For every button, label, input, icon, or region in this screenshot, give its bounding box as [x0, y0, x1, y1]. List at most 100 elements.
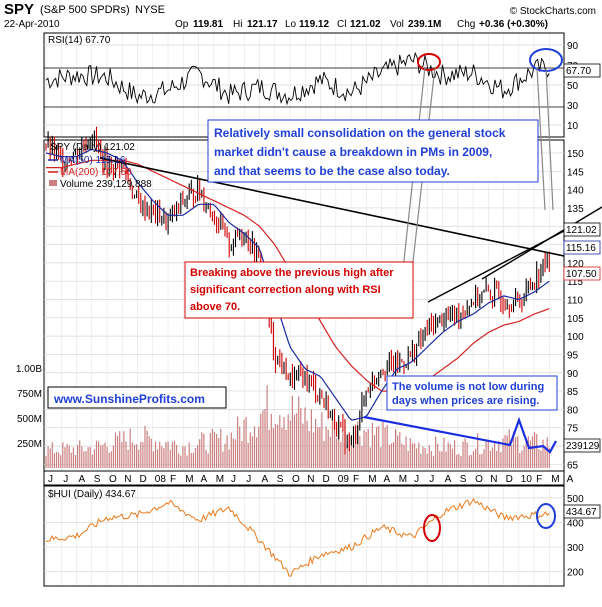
month-label: J: [231, 474, 236, 485]
price-axis-tick: 135: [567, 204, 584, 215]
month-label: F: [353, 474, 359, 485]
hi-label: Hi: [233, 19, 242, 30]
hui-line: [45, 497, 550, 577]
consolidation-line-1: Relatively small consolidation on the ge…: [214, 126, 506, 140]
hui-axis-tick: 500: [567, 494, 584, 505]
website-box: www.SunshineProfits.com: [47, 386, 227, 409]
consolidation-line-3: and that seems to be the case also today…: [214, 164, 450, 178]
month-label: O: [109, 474, 117, 485]
consolidation-line-2: market didn't cause a breakdown in PMs i…: [214, 145, 492, 159]
breakout-line-1: Breaking above the previous high after: [190, 267, 394, 279]
ma200-marker-box: [563, 266, 601, 281]
volume-legend: Volume 239,129,888: [60, 179, 152, 190]
hui-highlight-blue-circle: [536, 503, 556, 529]
rsi-axis-tick: 90: [567, 41, 579, 52]
month-label: M: [399, 474, 407, 485]
hui-panel: $HUI (Daily) 434.67 500 400 300 200 434.67: [43, 485, 601, 587]
month-label: N: [307, 474, 314, 485]
symbol-label: SPY: [4, 1, 34, 18]
month-label: J: [414, 474, 419, 485]
price-axis-tick: 75: [567, 424, 579, 435]
price-axis-tick: 65: [567, 460, 579, 471]
vol-label: Vol: [390, 19, 404, 30]
hi-value: 121.17: [247, 19, 278, 30]
month-label: M: [368, 474, 376, 485]
volume-marker-value: 239129: [566, 441, 600, 452]
month-label: 10: [521, 474, 533, 485]
rsi-marker-box: [563, 63, 601, 78]
hui-marker-value: 434.67: [566, 507, 597, 518]
month-label: O: [475, 474, 483, 485]
price-panel: SPY (Daily) 121.02 MA(50) 115.16 MA(200)…: [16, 66, 602, 472]
ma200-marker-value: 107.50: [566, 269, 597, 280]
month-label: A: [567, 474, 574, 485]
price-axis-tick: 85: [567, 387, 579, 398]
month-label: S: [277, 474, 284, 485]
volume-legend-swatch: [49, 180, 57, 186]
month-label: A: [384, 474, 391, 485]
ma50-legend: MA(50) 115.16: [60, 155, 126, 166]
lo-value: 119.12: [299, 19, 329, 30]
price-title: SPY (Daily) 121.02: [50, 142, 135, 153]
month-axis: J J A S O N D 08 F M A M J J A S O N D 09 F M A M J J A S O N D 10 F M A: [43, 470, 574, 486]
chg-label: Chg: [457, 19, 475, 30]
price-axis-tick: 115: [567, 277, 583, 288]
rsi-title: RSI(14) 67.70: [48, 35, 111, 46]
price-axis-tick: 105: [567, 314, 584, 325]
price-axis-tick: 90: [567, 369, 579, 380]
month-label: N: [124, 474, 131, 485]
breakout-annotation: Breaking above the previous high after s…: [184, 261, 414, 319]
month-label: D: [323, 474, 330, 485]
month-label: N: [490, 474, 497, 485]
month-label: J: [63, 474, 68, 485]
ma50-marker-box: [563, 240, 601, 255]
month-label: 08: [155, 474, 167, 485]
op-label: Op: [175, 19, 189, 30]
month-label: J: [429, 474, 434, 485]
price-axis-tick: 100: [567, 332, 584, 343]
rsi-line: [45, 51, 550, 106]
month-label: D: [506, 474, 513, 485]
ma50-marker-value: 115.16: [566, 243, 596, 254]
volume-note-line-2: days when prices are rising.: [392, 395, 539, 407]
hui-title: $HUI (Daily) 434.67: [48, 489, 136, 500]
exchange-label: NYSE: [135, 4, 165, 16]
volume-trendline: [363, 415, 557, 454]
volume-axis-tick: 750M: [17, 389, 42, 400]
breakout-line-3: above 70.: [190, 301, 240, 313]
hui-axis-tick: 200: [567, 568, 584, 579]
ma50-line: [45, 148, 550, 421]
ma200-legend: MA(200) 107.50: [60, 167, 132, 178]
month-label: J: [48, 474, 53, 485]
stockcharts-credit: © StockCharts.com: [510, 6, 596, 17]
hui-marker-box: [563, 504, 601, 519]
rsi-highlight-red-circle: [417, 53, 441, 71]
price-axis-tick: 120: [567, 259, 584, 270]
volume-annotation: The volume is not low during days when p…: [386, 375, 558, 411]
month-label: A: [201, 474, 208, 485]
volume-axis-tick: 500M: [17, 414, 42, 425]
op-value: 119.81: [193, 19, 223, 30]
rsi-marker-value: 67.70: [566, 66, 591, 77]
breakout-line-2: significant correction along with RSI: [190, 284, 381, 296]
volume-axis-tick: 250M: [17, 439, 42, 450]
annotation-arrow-2: [536, 67, 546, 211]
resistance-trendline: [99, 157, 565, 257]
price-axis-tick: 150: [567, 149, 584, 160]
price-axis-tick: 110: [567, 296, 583, 307]
price-axis-tick: 80: [567, 405, 579, 416]
volume-marker-box: [563, 438, 601, 453]
month-label: M: [551, 474, 559, 485]
annotation-arrow-2b: [545, 67, 554, 211]
month-label: S: [460, 474, 467, 485]
hui-axis-tick: 400: [567, 518, 584, 529]
price-axis-tick: 145: [567, 167, 584, 178]
volume-axis-tick: 1.00B: [16, 364, 42, 375]
month-label: F: [170, 474, 176, 485]
month-label: 09: [338, 474, 350, 485]
month-label: A: [262, 474, 269, 485]
month-label: J: [246, 474, 251, 485]
hui-axis-tick: 300: [567, 543, 584, 554]
volume-bars: [45, 385, 550, 468]
